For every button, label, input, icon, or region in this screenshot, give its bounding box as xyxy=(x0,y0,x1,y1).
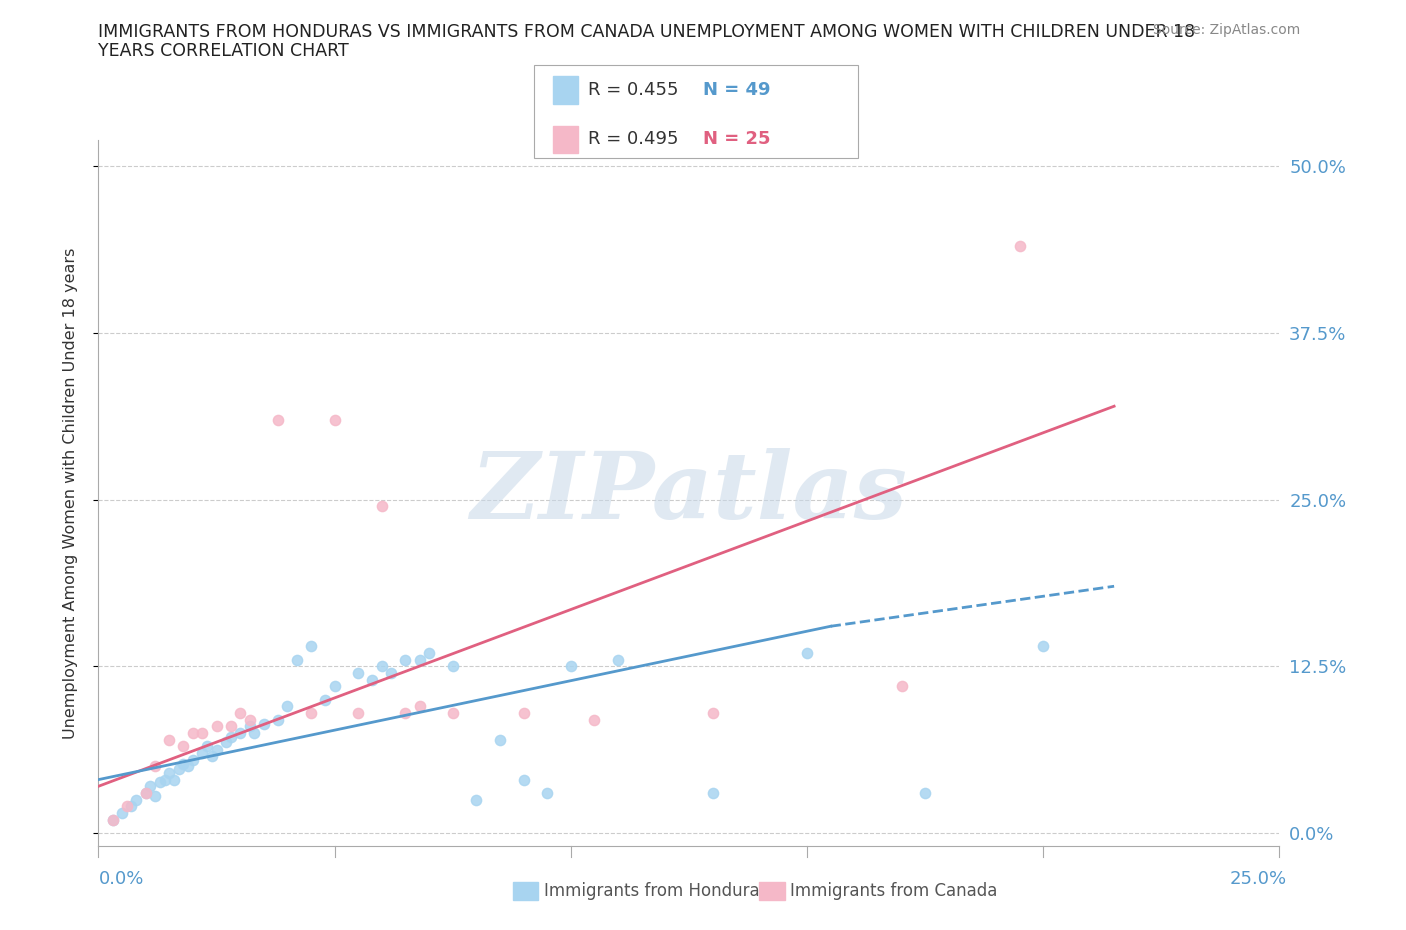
Point xyxy=(157,765,180,780)
Point xyxy=(702,786,724,801)
Point xyxy=(536,786,558,801)
Point xyxy=(361,672,384,687)
Point xyxy=(205,719,228,734)
Point xyxy=(135,786,157,801)
Point xyxy=(323,412,346,427)
Point xyxy=(285,652,308,667)
Text: 0.0%: 0.0% xyxy=(98,870,143,888)
Point xyxy=(191,746,214,761)
Point xyxy=(229,706,252,721)
Point xyxy=(163,772,186,787)
Point xyxy=(219,729,242,744)
Point xyxy=(371,498,394,513)
Point xyxy=(441,706,464,721)
Point xyxy=(418,645,440,660)
Point xyxy=(239,712,262,727)
Point xyxy=(560,658,582,673)
Point xyxy=(143,789,166,804)
Point xyxy=(607,652,630,667)
Point xyxy=(408,698,430,713)
Point xyxy=(143,759,166,774)
Point xyxy=(121,799,143,814)
Point xyxy=(115,799,138,814)
Point xyxy=(583,712,606,727)
Point xyxy=(167,762,190,777)
Point xyxy=(181,752,204,767)
Point xyxy=(347,706,370,721)
Point xyxy=(1008,239,1031,254)
Text: IMMIGRANTS FROM HONDURAS VS IMMIGRANTS FROM CANADA UNEMPLOYMENT AMONG WOMEN WITH: IMMIGRANTS FROM HONDURAS VS IMMIGRANTS F… xyxy=(98,23,1195,41)
Point xyxy=(157,732,180,747)
Point xyxy=(441,658,464,673)
Point xyxy=(139,778,162,793)
Point xyxy=(394,652,416,667)
Text: YEARS CORRELATION CHART: YEARS CORRELATION CHART xyxy=(98,42,349,60)
Point xyxy=(215,735,238,750)
Point xyxy=(181,725,204,740)
Point xyxy=(243,725,266,740)
Point xyxy=(299,706,322,721)
Point xyxy=(914,786,936,801)
Point xyxy=(229,725,252,740)
Point xyxy=(101,812,124,827)
Point xyxy=(191,725,214,740)
Point xyxy=(347,666,370,681)
Point xyxy=(267,712,290,727)
Point xyxy=(408,652,430,667)
Point xyxy=(153,772,176,787)
Text: Immigrants from Canada: Immigrants from Canada xyxy=(790,882,997,900)
Point xyxy=(299,639,322,654)
Point xyxy=(276,698,298,713)
Point xyxy=(253,716,276,731)
Point xyxy=(890,679,912,694)
Point xyxy=(125,792,148,807)
Point xyxy=(205,743,228,758)
Point xyxy=(172,756,194,771)
Point xyxy=(195,738,218,753)
Point xyxy=(371,658,394,673)
Point xyxy=(111,805,134,820)
Point xyxy=(465,792,488,807)
Text: ZIPatlas: ZIPatlas xyxy=(471,448,907,538)
Point xyxy=(314,692,336,707)
Point xyxy=(135,786,157,801)
Text: N = 25: N = 25 xyxy=(703,130,770,149)
Text: 25.0%: 25.0% xyxy=(1229,870,1286,888)
Text: N = 49: N = 49 xyxy=(703,81,770,100)
Point xyxy=(702,706,724,721)
Point xyxy=(101,812,124,827)
Point xyxy=(267,412,290,427)
Text: R = 0.455: R = 0.455 xyxy=(588,81,678,100)
Point xyxy=(219,719,242,734)
Point xyxy=(512,772,534,787)
Point xyxy=(177,759,200,774)
Text: Immigrants from Honduras: Immigrants from Honduras xyxy=(544,882,769,900)
Point xyxy=(1032,639,1054,654)
Y-axis label: Unemployment Among Women with Children Under 18 years: Unemployment Among Women with Children U… xyxy=(63,247,77,738)
Text: R = 0.495: R = 0.495 xyxy=(588,130,678,149)
Text: Source: ZipAtlas.com: Source: ZipAtlas.com xyxy=(1153,23,1301,37)
Point xyxy=(239,719,262,734)
Point xyxy=(323,679,346,694)
Point xyxy=(512,706,534,721)
Point xyxy=(394,706,416,721)
Point xyxy=(172,738,194,753)
Point xyxy=(380,666,402,681)
Point xyxy=(489,732,512,747)
Point xyxy=(796,645,818,660)
Point xyxy=(201,748,224,763)
Point xyxy=(149,775,172,790)
